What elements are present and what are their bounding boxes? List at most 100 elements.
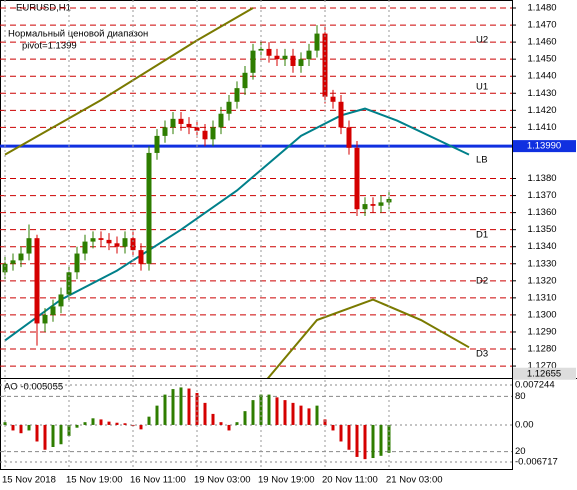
y-tick-label: 1.1470 [527, 20, 556, 31]
candle-body [66, 272, 72, 295]
candle-body [194, 127, 200, 131]
ao-bar [275, 397, 279, 425]
y-tick-label: 1.1270 [527, 361, 556, 372]
ao-bar [347, 424, 351, 450]
y-tick-label: 1.1350 [527, 224, 556, 235]
candle-body [202, 130, 208, 140]
candle-body [18, 253, 24, 261]
ao-bar [163, 394, 167, 425]
candle-body [210, 127, 216, 140]
candle-body [346, 127, 352, 148]
osc2-tick-label: 80 [515, 391, 526, 402]
y-tick-label: 1.1280 [527, 344, 556, 355]
candle-body [10, 260, 16, 264]
candle-body [258, 48, 264, 51]
ao-bar [107, 421, 111, 425]
candle-body [266, 48, 272, 56]
candle-body [338, 101, 344, 128]
y-tick-label: 1.1420 [527, 105, 556, 116]
ao-bar [35, 424, 39, 442]
ao-bar [187, 388, 191, 425]
ao-bar [339, 424, 343, 442]
candle-body [314, 33, 320, 51]
y-tick-label: 1.1380 [527, 173, 556, 184]
overlay-line [266, 298, 470, 378]
ao-bar [387, 424, 391, 453]
x-tick-label: 15 Nov 2018 [2, 475, 56, 486]
ao-bar [59, 424, 63, 445]
ao-bar [11, 424, 15, 431]
candle-body [282, 55, 288, 60]
candle-body [26, 238, 32, 254]
ao-bar [363, 424, 367, 460]
oscillator-title: AO -0.005055 [4, 382, 63, 393]
ao-bar [307, 408, 311, 425]
ao-bar [155, 405, 159, 425]
osc2-tick-label: 20 [515, 446, 526, 457]
ao-bar [203, 402, 207, 425]
y-tick-label: 1.1460 [527, 37, 556, 48]
candle-body [370, 204, 376, 206]
candle-body [42, 314, 48, 324]
y-tick-label: 1.1320 [527, 275, 556, 286]
candle-body [218, 113, 224, 128]
level-label: U1 [476, 81, 488, 92]
candle-body [362, 204, 368, 210]
y-tick-label: 1.1440 [527, 71, 556, 82]
y-tick-label: 1.1300 [527, 309, 556, 320]
ao-bar [195, 392, 199, 425]
candle-body [354, 147, 360, 210]
y-tick-label: 1.1450 [527, 54, 556, 65]
candle-body [50, 306, 56, 315]
candle-body [154, 135, 160, 153]
y-tick-label: 1.1340 [527, 241, 556, 252]
candle-body [306, 50, 312, 60]
ao-bar [251, 400, 255, 425]
ao-bar [211, 413, 215, 425]
y-tick-label: 1.1290 [527, 326, 556, 337]
ao-bar [219, 422, 223, 425]
ao-bar [19, 424, 23, 434]
ao-bar [299, 405, 303, 425]
ao-bar [171, 389, 175, 425]
ao-bar [83, 422, 87, 425]
candle-body [122, 238, 128, 247]
y-tick-label: 1.1480 [527, 3, 556, 14]
candle-body [298, 59, 304, 66]
frame [0, 0, 513, 470]
y-tick-label: 1.1370 [527, 190, 556, 201]
candle-body [330, 96, 336, 102]
level-label: D1 [476, 230, 488, 241]
x-tick-label: 15 Nov 19:00 [66, 475, 123, 486]
y-tick-label: 1.1430 [527, 88, 556, 99]
y-tick-label: 1.1360 [527, 207, 556, 218]
x-tick-label: 20 Nov 11:00 [322, 475, 378, 486]
candle-body [226, 101, 232, 114]
ao-bar [43, 424, 47, 450]
candle-body [82, 241, 88, 254]
candle-body [106, 239, 112, 244]
ao-bar [75, 424, 79, 428]
indicator-name: Нормальный ценовой диапазон [8, 29, 148, 40]
candle-body [58, 294, 64, 307]
ao-bar [379, 424, 383, 456]
candle-body [186, 123, 192, 128]
ao-bar [179, 387, 183, 425]
candle-body [34, 238, 40, 324]
candle-body [274, 55, 280, 60]
ao-bar [227, 424, 231, 431]
level-label: LB [476, 155, 488, 166]
x-tick-label: 21 Nov 03:00 [386, 475, 443, 486]
ao-bar [283, 400, 287, 425]
candle-body [170, 118, 176, 128]
candle-body [90, 238, 96, 242]
ao-bar [123, 423, 127, 425]
ao-bar [259, 394, 263, 425]
candle-body [378, 202, 384, 206]
ao-bar [51, 424, 55, 447]
ao-bar [331, 424, 335, 431]
osc-tick-label: 0.007244 [515, 379, 555, 390]
ao-bar [371, 424, 375, 459]
candle-body [74, 253, 80, 273]
